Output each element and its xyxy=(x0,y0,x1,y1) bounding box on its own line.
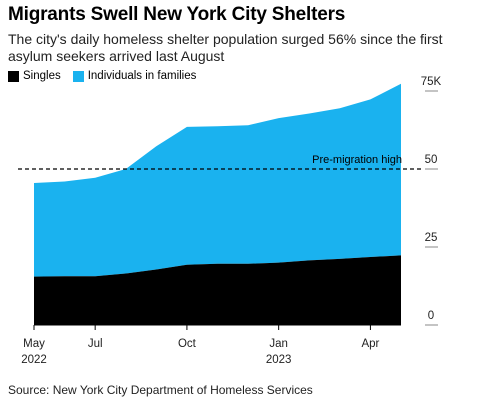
y-tick-label-3: 0 xyxy=(428,310,434,322)
chart-source: Source: New York City Department of Home… xyxy=(8,383,313,397)
y-tick-label-2: 25 xyxy=(425,232,438,244)
legend-swatch-families xyxy=(72,70,84,82)
chart-title: Migrants Swell New York City Shelters xyxy=(8,4,346,25)
legend-label-singles: Singles xyxy=(23,70,61,82)
x-tick-label-2: Oct xyxy=(178,338,197,350)
legend-swatch-singles xyxy=(8,70,19,82)
area-singles xyxy=(34,255,401,325)
x-tick-year-3: 2023 xyxy=(266,354,292,366)
pre-migration-high-label: Pre-migration high xyxy=(312,154,402,166)
x-tick-label-0: May xyxy=(23,338,45,350)
y-tick-label-0: 75K xyxy=(421,76,442,88)
legend-item-singles: Singles xyxy=(8,70,61,82)
x-tick-year-0: 2022 xyxy=(21,354,47,366)
legend-label-families: Individuals in families xyxy=(87,70,197,82)
area-individuals-in-families xyxy=(34,83,401,277)
x-tick-label-4: Apr xyxy=(361,338,379,350)
x-tick-label-3: Jan xyxy=(269,338,288,350)
legend-item-families: Individuals in families xyxy=(72,70,197,82)
chart-legend: Singles Individuals in families xyxy=(8,70,196,82)
chart-subtitle: The city's daily homeless shelter popula… xyxy=(8,31,443,64)
y-tick-label-1: 50 xyxy=(425,154,438,166)
x-tick-label-1: Jul xyxy=(88,338,103,350)
